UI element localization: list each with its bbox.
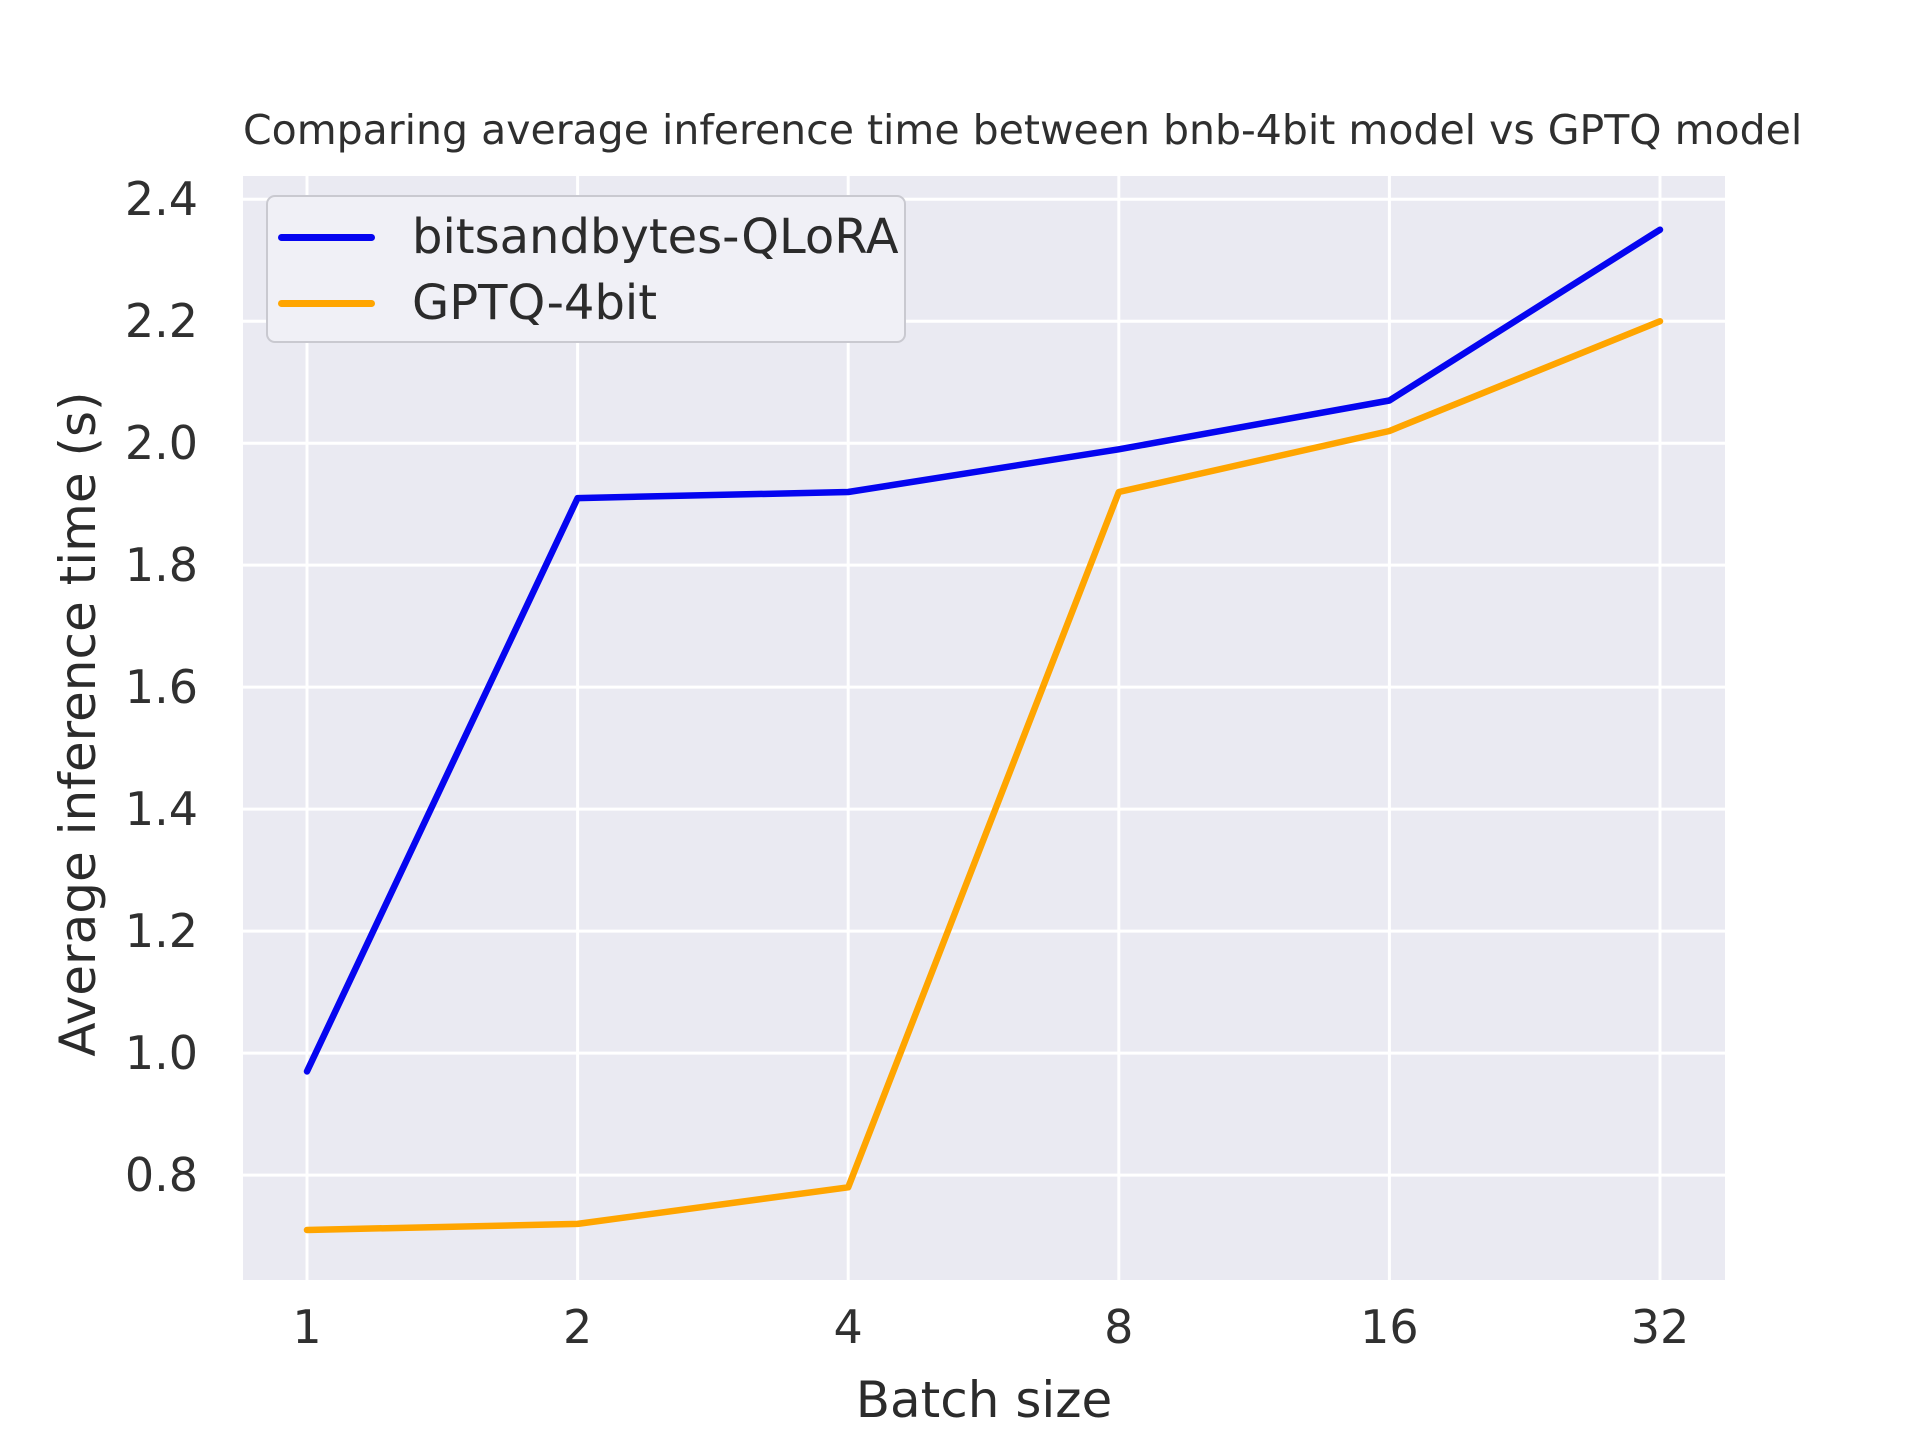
y-tick-label: 2.0	[124, 416, 198, 471]
chart-title: Comparing average inference time between…	[243, 106, 1803, 154]
x-tick-label: 2	[562, 1300, 593, 1354]
legend: bitsandbytes-QLoRA GPTQ-4bit	[266, 195, 906, 343]
x-tick-label: 4	[833, 1300, 863, 1354]
legend-label: GPTQ-4bit	[412, 275, 658, 331]
plot-area: bitsandbytes-QLoRA GPTQ-4bit	[243, 176, 1725, 1280]
legend-line-sample	[278, 299, 375, 307]
x-tick-label: 32	[1630, 1300, 1690, 1354]
legend-line-sample	[278, 233, 375, 241]
y-tick-label: 1.6	[124, 660, 198, 715]
y-tick-label: 1.2	[124, 904, 198, 959]
y-axis-label: Average inference time (s)	[49, 391, 107, 1057]
plot-canvas	[243, 176, 1725, 1280]
y-tick-label: 1.0	[124, 1026, 198, 1081]
y-tick-label: 2.2	[124, 294, 198, 349]
legend-label: bitsandbytes-QLoRA	[412, 209, 899, 265]
y-tick-label: 1.4	[124, 782, 198, 837]
series-line-gptq-4bit	[303, 317, 1664, 1234]
x-tick-label: 16	[1360, 1300, 1419, 1354]
x-axis-label: Batch size	[855, 1371, 1113, 1429]
x-tick-label: 8	[1104, 1300, 1134, 1354]
x-tick-label: 1	[292, 1300, 322, 1354]
legend-row: bitsandbytes-QLoRA	[268, 204, 904, 270]
legend-row: GPTQ-4bit	[268, 270, 904, 336]
series-line-bitsandbytes-qlora	[303, 226, 1664, 1075]
y-tick-label: 1.8	[124, 538, 198, 593]
y-tick-label: 0.8	[124, 1148, 198, 1203]
y-tick-label: 2.4	[124, 172, 198, 227]
